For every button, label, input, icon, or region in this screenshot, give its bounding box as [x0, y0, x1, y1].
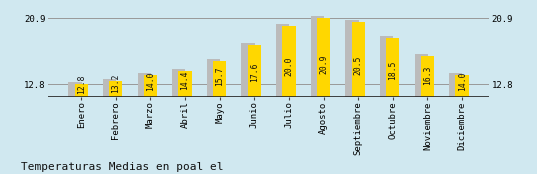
Bar	[415, 54, 428, 174]
Bar	[311, 16, 324, 174]
Text: 14.4: 14.4	[180, 70, 190, 90]
Bar	[282, 26, 295, 174]
Text: 14.0: 14.0	[458, 71, 467, 91]
Bar	[242, 43, 255, 174]
Bar	[178, 71, 192, 174]
Text: 20.0: 20.0	[285, 56, 293, 76]
Text: 14.0: 14.0	[146, 71, 155, 91]
Bar	[455, 75, 469, 174]
Text: 20.9: 20.9	[319, 54, 328, 74]
Bar	[449, 73, 462, 174]
Text: 16.3: 16.3	[423, 65, 432, 85]
Bar	[207, 59, 220, 174]
Text: 12.8: 12.8	[77, 74, 86, 94]
Text: 20.5: 20.5	[354, 55, 362, 75]
Bar	[75, 84, 88, 174]
Bar	[172, 69, 185, 174]
Bar	[109, 81, 122, 174]
Bar	[352, 22, 365, 174]
Bar	[144, 75, 157, 174]
Bar	[103, 79, 116, 174]
Bar	[276, 24, 289, 174]
Text: 15.7: 15.7	[215, 67, 224, 86]
Bar	[386, 38, 400, 174]
Text: 13.2: 13.2	[111, 73, 120, 93]
Bar	[68, 82, 82, 174]
Bar	[345, 20, 359, 174]
Text: 17.6: 17.6	[250, 62, 259, 82]
Bar	[248, 45, 261, 174]
Bar	[317, 18, 330, 174]
Bar	[380, 36, 393, 174]
Bar	[421, 56, 434, 174]
Bar	[137, 73, 151, 174]
Bar	[213, 61, 226, 174]
Text: 18.5: 18.5	[388, 60, 397, 80]
Text: Temperaturas Medias en poal el: Temperaturas Medias en poal el	[21, 162, 224, 172]
